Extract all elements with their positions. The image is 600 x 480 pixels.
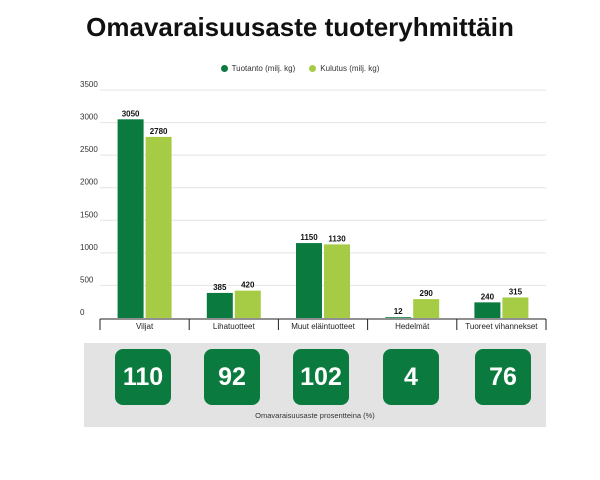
data-label: 3050 (122, 109, 140, 118)
bar-production (385, 317, 412, 318)
legend: Tuotanto (milj. kg) Kulutus (milj. kg) (0, 64, 600, 73)
bar-consumption (502, 297, 529, 318)
self-sufficiency-box-tuoreet-vihannekset: 76 (475, 349, 531, 405)
x-tick-label: Tuoreet vihannekset (465, 322, 538, 331)
bar-consumption (413, 299, 440, 318)
x-tick-label: Hedelmät (395, 322, 430, 331)
legend-label-consumption: Kulutus (milj. kg) (320, 64, 380, 73)
y-tick-label: 500 (80, 275, 94, 284)
chart-title: Omavaraisuusaste tuoteryhmittäin (86, 12, 514, 42)
data-label: 315 (509, 287, 523, 296)
data-label: 1150 (300, 233, 318, 242)
x-tick-label: Muut eläintuotteet (291, 322, 355, 331)
data-label: 1130 (328, 234, 346, 243)
data-label: 12 (394, 307, 403, 316)
self-sufficiency-box-lihatuotteet: 92 (204, 349, 260, 405)
legend-label-production: Tuotanto (milj. kg) (231, 64, 296, 73)
bar-consumption (324, 244, 350, 318)
y-tick-label: 1500 (80, 210, 98, 219)
self-sufficiency-panel: 110 92 102 4 76 Omavaraisuusaste prosent… (84, 343, 546, 427)
bar-production (474, 302, 501, 318)
x-tick-label: Viljat (136, 322, 154, 331)
data-label: 420 (241, 281, 255, 290)
y-tick-label: 2500 (80, 145, 98, 154)
self-sufficiency-box-hedelmat: 4 (383, 349, 439, 405)
bar-consumption (145, 136, 172, 318)
bar-consumption (234, 290, 261, 318)
self-sufficiency-label: Omavaraisuusaste prosentteina (%) (255, 411, 375, 420)
bar-production (296, 243, 322, 318)
x-tick-label: Lihatuotteet (213, 322, 256, 331)
legend-item-consumption: Kulutus (milj. kg) (309, 64, 379, 73)
data-label: 385 (213, 283, 227, 292)
legend-dot-production (220, 65, 228, 72)
data-label: 2780 (150, 127, 168, 136)
self-sufficiency-box-muut-elaintuotteet: 102 (293, 349, 349, 405)
bar-production (206, 292, 233, 318)
data-label: 290 (420, 289, 434, 298)
legend-item-production: Tuotanto (milj. kg) (220, 64, 296, 73)
legend-dot-consumption (309, 65, 317, 72)
y-tick-label: 3500 (80, 80, 98, 89)
bar-production (117, 119, 144, 318)
y-tick-label: 3000 (80, 113, 98, 122)
bar-chart: 0 500 1000 1500 2000 2500 3000 3500 3050 2780 Vilj… (80, 80, 547, 331)
y-tick-label: 0 (80, 308, 85, 317)
y-tick-label: 2000 (80, 178, 98, 187)
data-label: 240 (481, 292, 495, 301)
y-tick-label: 1000 (80, 243, 98, 252)
self-sufficiency-box-viljat: 110 (115, 349, 171, 405)
